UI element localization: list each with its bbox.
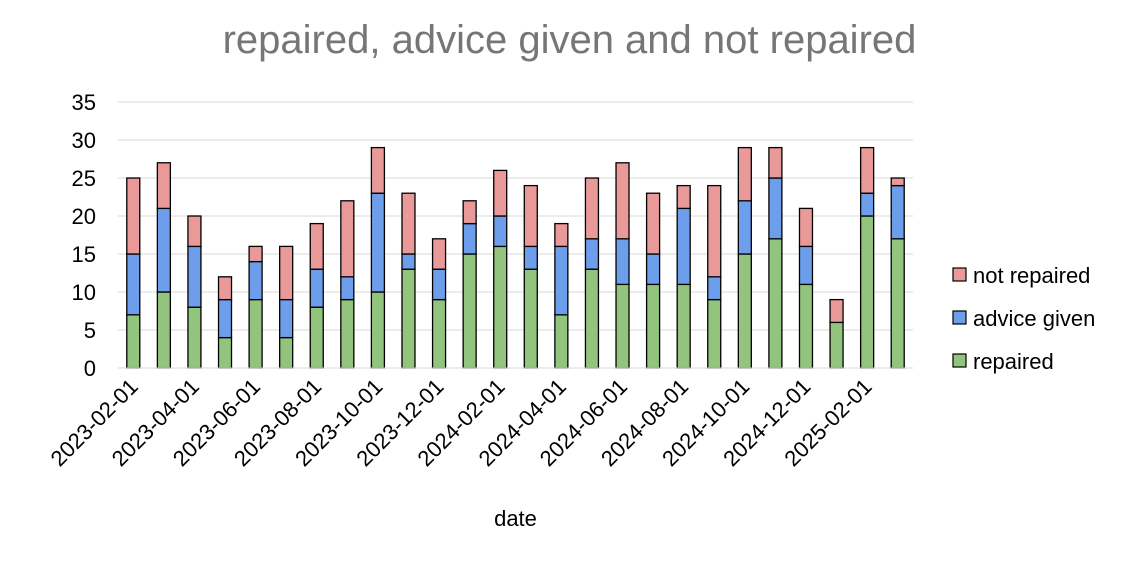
- bar-advice-given: [493, 215, 508, 248]
- bar-not-repaired: [645, 192, 661, 255]
- bar-advice-given: [370, 192, 386, 293]
- bar-advice-given: [279, 298, 294, 339]
- bar-not-repaired: [217, 276, 233, 301]
- bar-repaired: [217, 336, 233, 369]
- bar-repaired: [829, 321, 844, 369]
- gridlines: [118, 101, 913, 331]
- bar-repaired: [248, 298, 263, 369]
- bar-not-repaired: [462, 200, 477, 225]
- bar-advice-given: [309, 268, 324, 308]
- bar-advice-given: [126, 253, 141, 316]
- bar-repaired: [768, 238, 783, 369]
- bar-advice-given: [615, 238, 630, 286]
- bar-advice-given: [401, 253, 416, 270]
- bar-advice-given: [217, 298, 233, 339]
- bar-advice-given: [737, 200, 752, 255]
- bar-not-repaired: [309, 222, 324, 270]
- y-tick-label: 30: [72, 128, 96, 153]
- bar-advice-given: [187, 245, 202, 308]
- bar-not-repaired: [156, 162, 172, 210]
- bar-advice-given: [431, 268, 447, 301]
- bar-advice-given: [707, 276, 722, 301]
- bar-not-repaired: [523, 184, 538, 248]
- bar-repaired: [340, 298, 355, 369]
- bar-repaired: [431, 298, 447, 369]
- legend: not repaired advice given repaired: [952, 263, 1095, 374]
- bar-not-repaired: [340, 200, 355, 278]
- bar-advice-given: [676, 207, 691, 286]
- bar-not-repaired: [829, 298, 844, 324]
- bar-repaired: [676, 283, 691, 369]
- bars: [126, 146, 905, 369]
- bar-not-repaired: [126, 177, 141, 255]
- bar-advice-given: [584, 238, 600, 270]
- legend-label-repaired: repaired: [973, 349, 1054, 374]
- bar-not-repaired: [737, 146, 752, 202]
- legend-label-advice-given: advice given: [973, 306, 1095, 331]
- bar-not-repaired: [493, 169, 508, 217]
- bar-advice-given: [859, 192, 875, 217]
- bar-not-repaired: [401, 192, 416, 255]
- y-tick-label: 0: [84, 356, 96, 381]
- bar-advice-given: [340, 276, 355, 301]
- bar-advice-given: [890, 184, 905, 240]
- legend-swatch-not-repaired: [952, 267, 967, 282]
- legend-label-not-repaired: not repaired: [973, 263, 1090, 288]
- bar-not-repaired: [676, 184, 691, 210]
- bar-repaired: [737, 253, 752, 369]
- bar-repaired: [859, 215, 875, 369]
- bar-not-repaired: [279, 245, 294, 301]
- y-tick-label: 15: [72, 242, 96, 267]
- bar-repaired: [187, 306, 202, 369]
- bar-repaired: [707, 298, 722, 369]
- bar-repaired: [370, 291, 386, 369]
- y-tick-label: 25: [72, 166, 96, 191]
- y-axis-ticks: 0 5 10 15 20 25 30 35: [72, 90, 96, 381]
- y-tick-label: 35: [72, 90, 96, 115]
- x-axis-ticks: 2023-02-012023-04-012023-06-012023-08-01…: [46, 374, 877, 471]
- bar-repaired: [279, 336, 294, 369]
- y-tick-label: 5: [84, 318, 96, 343]
- bar-not-repaired: [187, 215, 202, 248]
- bar-not-repaired: [584, 177, 600, 240]
- bar-not-repaired: [859, 146, 875, 194]
- bar-advice-given: [462, 222, 477, 255]
- legend-swatch-repaired: [952, 353, 967, 368]
- bar-repaired: [523, 268, 538, 369]
- bar-repaired: [645, 283, 661, 369]
- bar-not-repaired: [768, 146, 783, 179]
- chart-title: repaired, advice given and not repaired: [222, 18, 917, 62]
- bar-repaired: [615, 283, 630, 369]
- bar-not-repaired: [798, 207, 814, 248]
- bar-advice-given: [645, 253, 661, 286]
- bar-advice-given: [554, 245, 569, 316]
- bar-repaired: [890, 238, 905, 369]
- bar-advice-given: [768, 177, 783, 240]
- bar-repaired: [309, 306, 324, 369]
- bar-repaired: [126, 314, 141, 369]
- bar-repaired: [401, 268, 416, 369]
- y-tick-label: 10: [72, 280, 96, 305]
- bar-not-repaired: [615, 162, 630, 240]
- bar-not-repaired: [707, 184, 722, 278]
- bar-repaired: [798, 283, 814, 369]
- bar-repaired: [554, 314, 569, 369]
- bar-repaired: [462, 253, 477, 369]
- bar-not-repaired: [370, 146, 386, 194]
- x-axis-label: date: [494, 506, 537, 531]
- bar-advice-given: [798, 245, 814, 286]
- bar-repaired: [156, 291, 172, 369]
- bar-not-repaired: [431, 238, 447, 270]
- bar-not-repaired: [890, 177, 905, 187]
- bar-not-repaired: [554, 222, 569, 248]
- bar-advice-given: [156, 207, 172, 293]
- bar-advice-given: [248, 260, 263, 301]
- y-tick-label: 20: [72, 204, 96, 229]
- legend-swatch-advice-given: [952, 310, 967, 325]
- bar-repaired: [493, 245, 508, 369]
- bar-not-repaired: [248, 245, 263, 263]
- bar-repaired: [584, 268, 600, 369]
- bar-advice-given: [523, 245, 538, 270]
